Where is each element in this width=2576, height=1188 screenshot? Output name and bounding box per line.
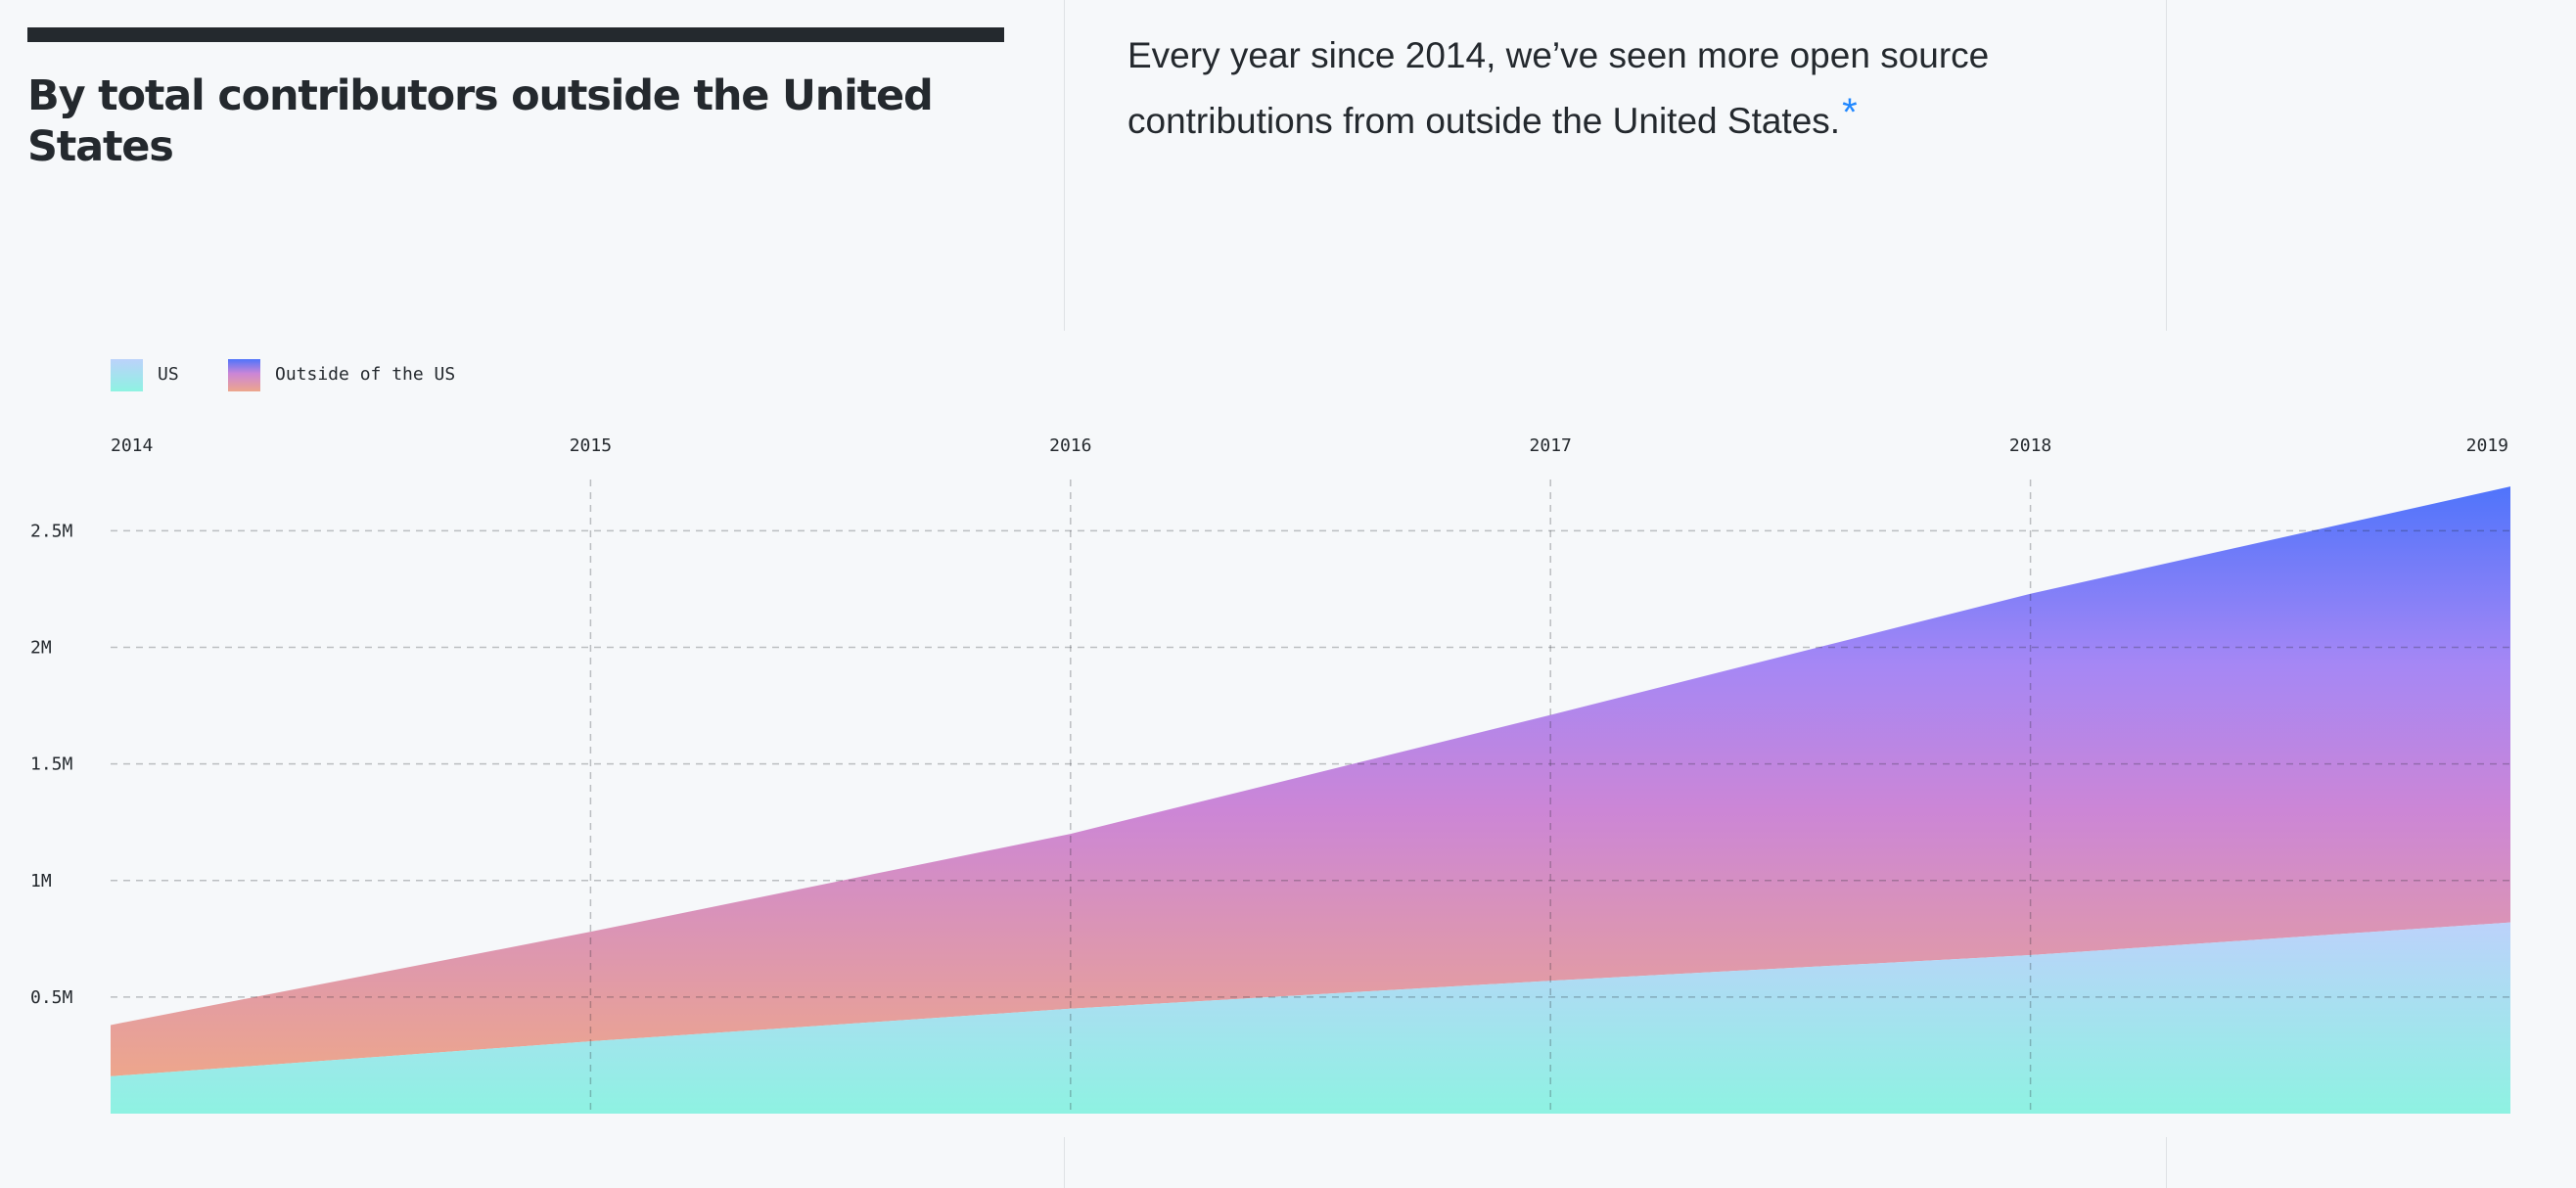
x-tick-label-2014: 2014	[111, 435, 153, 456]
x-tick-label-2019: 2019	[2466, 435, 2508, 456]
legend-swatch-us	[111, 359, 143, 391]
legend-swatch-outside	[228, 359, 260, 391]
section-lead-text: Every year since 2014, we’ve seen more o…	[1127, 35, 1990, 141]
chart-areas	[111, 486, 2510, 1114]
x-tick-label-2018: 2018	[2009, 435, 2051, 456]
y-tick-label-0.5M: 0.5M	[30, 987, 73, 1008]
area-outside-us	[111, 486, 2510, 1076]
title-accent-bar	[27, 27, 1004, 42]
x-tick-label-2017: 2017	[1530, 435, 1572, 456]
x-tick-label-2015: 2015	[570, 435, 612, 456]
section-title: By total contributors outside the United…	[27, 71, 934, 171]
y-tick-label-2.5M: 2.5M	[30, 521, 73, 541]
x-tick-label-2016: 2016	[1049, 435, 1091, 456]
area-us	[111, 922, 2510, 1114]
x-axis-ticks: 2014 2015 2016 2017 2018 2019	[111, 435, 2508, 456]
column-divider-left-top	[1064, 0, 1065, 331]
y-axis-ticks: 0.5M 1M 1.5M 2M 2.5M	[30, 521, 73, 1007]
y-tick-label-1.5M: 1.5M	[30, 754, 73, 775]
y-tick-label-2M: 2M	[30, 638, 52, 659]
footnote-link[interactable]: *	[1842, 91, 1858, 134]
column-divider-right-top	[2166, 0, 2167, 331]
section-lead: Every year since 2014, we’ve seen more o…	[1127, 27, 2106, 150]
chart-legend: US Outside of the US	[111, 359, 455, 391]
column-divider-right-bottom	[2166, 1137, 2167, 1188]
y-tick-label-1M: 1M	[30, 871, 52, 891]
column-divider-left-bottom	[1064, 1137, 1065, 1188]
legend-label-us: US	[158, 364, 179, 385]
legend-label-outside: Outside of the US	[275, 364, 455, 385]
chart-gridlines	[111, 480, 2510, 1114]
